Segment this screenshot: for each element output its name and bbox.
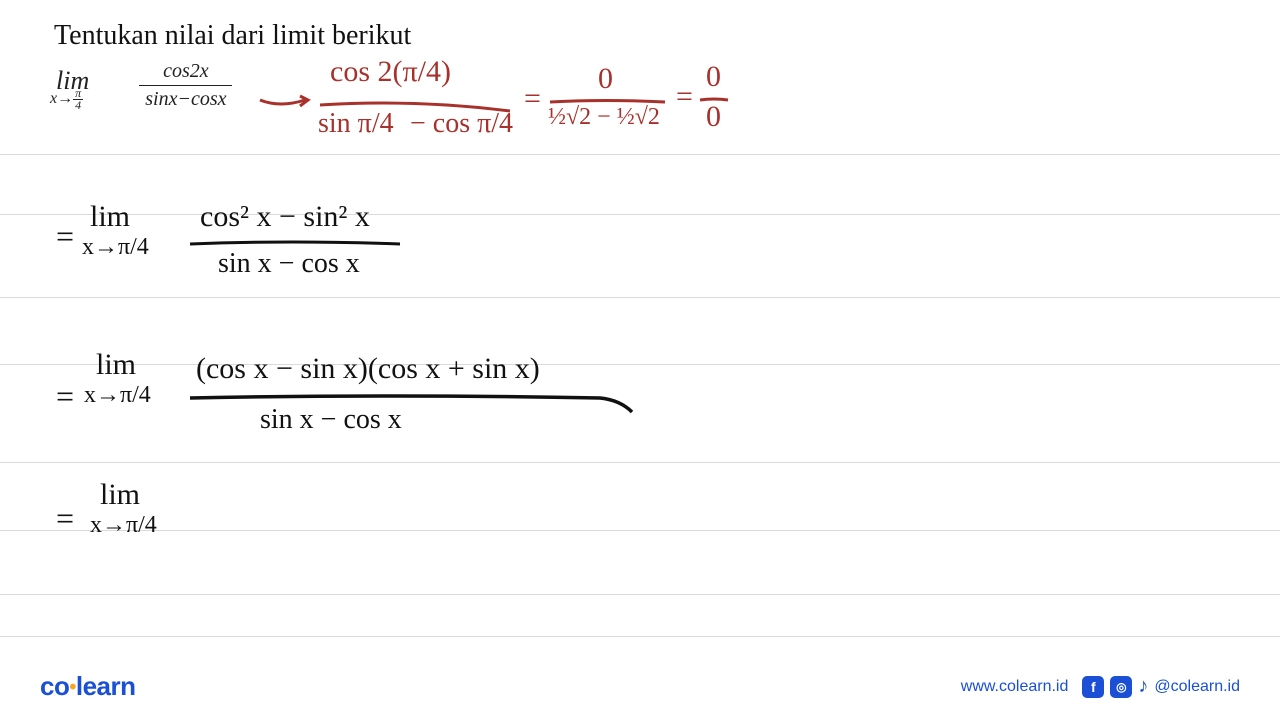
facebook-icon: f [1082,676,1104,698]
red-num2: 0 [598,62,613,96]
red-eq2: = [676,80,693,114]
sub-2: x→π/4 [84,382,151,409]
sub-3: x→π/4 [90,512,157,539]
red-den3: 0 [706,100,721,134]
l1-num: cos² x − sin² x [200,200,370,234]
social-handle: @colearn.id [1154,678,1240,696]
sub-1: x→π/4 [82,234,149,261]
l1-den: sin x − cos x [218,248,360,280]
footer-right: www.colearn.id f ◎ ♪ @colearn.id [961,676,1240,698]
lim-3: lim [100,478,140,512]
red-num3: 0 [706,60,721,94]
social-icons: f ◎ ♪ @colearn.id [1082,676,1240,698]
eq-1: = [56,218,74,255]
l2-num: (cos x − sin x)(cos x + sin x) [196,352,540,386]
eq-3: = [56,500,74,537]
instagram-icon: ◎ [1110,676,1132,698]
red-den2: ½√2 − ½√2 [548,104,660,131]
logo: co•learn [40,671,136,702]
eq-2: = [56,378,74,415]
footer: co•learn www.colearn.id f ◎ ♪ @colearn.i… [0,671,1280,702]
red-den1a: sin π/4 [318,108,394,140]
site-url: www.colearn.id [961,678,1069,696]
l2-den: sin x − cos x [260,404,402,436]
red-eq1: = [524,82,541,116]
tiktok-icon: ♪ [1138,676,1148,698]
lim-2: lim [96,348,136,382]
lim-1: lim [90,200,130,234]
red-den1b: − cos π/4 [410,108,513,140]
red-num1: cos 2(π/4) [330,55,451,89]
